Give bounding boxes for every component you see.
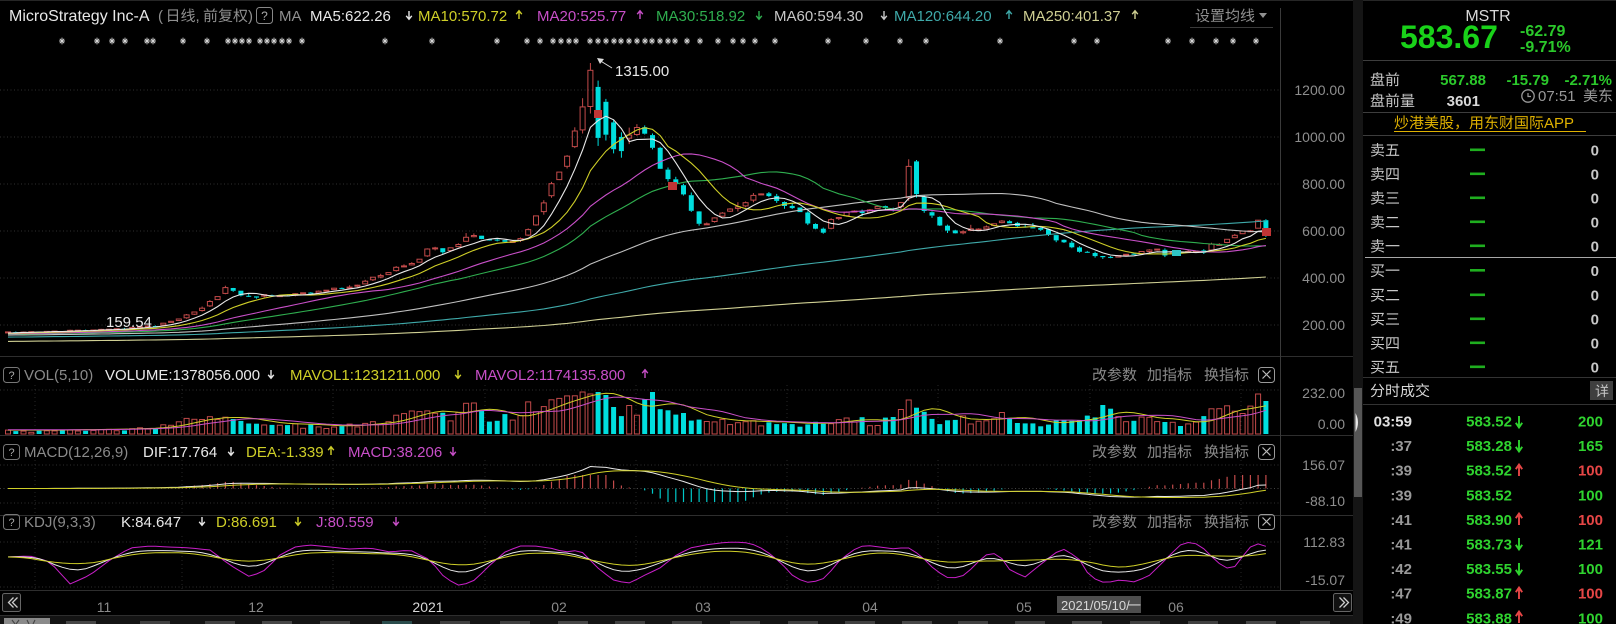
svg-text:-15.07: -15.07 (1305, 572, 1345, 588)
svg-text:0: 0 (1591, 288, 1599, 305)
svg-text:583.88: 583.88 (1466, 610, 1512, 624)
svg-text:583.87: 583.87 (1466, 586, 1512, 603)
svg-text:MA: MA (279, 8, 302, 25)
svg-text:2021: 2021 (412, 599, 443, 615)
svg-text:583.28: 583.28 (1466, 438, 1512, 455)
svg-text::41: :41 (1390, 537, 1412, 554)
svg-text:?: ? (8, 517, 14, 529)
svg-text:MSTR: MSTR (1465, 8, 1510, 25)
svg-text:0: 0 (1591, 360, 1599, 377)
svg-text:100: 100 (1578, 561, 1603, 578)
svg-text:): ) (248, 8, 253, 25)
svg-text:1315.00: 1315.00 (615, 63, 669, 80)
svg-text:100: 100 (1578, 586, 1603, 603)
svg-text:MAVOL1:1231211.000: MAVOL1:1231211.000 (290, 367, 440, 384)
svg-text:156.07: 156.07 (1302, 457, 1345, 473)
svg-text::41: :41 (1390, 512, 1412, 529)
svg-text:,: , (196, 8, 200, 25)
svg-text:11: 11 (97, 599, 112, 615)
svg-text::39: :39 (1390, 463, 1412, 480)
svg-text:-9.71%: -9.71% (1520, 39, 1571, 56)
svg-text:583.52: 583.52 (1466, 487, 1512, 504)
svg-text::37: :37 (1390, 438, 1412, 455)
svg-text:583.67: 583.67 (1400, 19, 1498, 55)
svg-text::42: :42 (1390, 561, 1412, 578)
svg-text:05: 05 (1016, 599, 1032, 615)
svg-text:400.00: 400.00 (1302, 270, 1345, 286)
svg-text:-15.79: -15.79 (1506, 72, 1549, 89)
svg-text:0: 0 (1591, 143, 1599, 160)
svg-text:2021/05/10/: 2021/05/10/ (1061, 598, 1130, 613)
svg-text:(: ( (158, 8, 163, 25)
svg-text:0: 0 (1591, 191, 1599, 208)
svg-text:100: 100 (1578, 610, 1603, 624)
svg-text:MA5:622.26: MA5:622.26 (310, 8, 391, 25)
svg-text:200.00: 200.00 (1302, 317, 1345, 333)
svg-text:0.00: 0.00 (1318, 416, 1345, 432)
svg-text:0: 0 (1591, 263, 1599, 280)
svg-text:567.88: 567.88 (1440, 72, 1486, 89)
svg-text:07:51: 07:51 (1538, 88, 1576, 105)
svg-text:06: 06 (1168, 599, 1184, 615)
svg-text:MA20:525.77: MA20:525.77 (537, 8, 626, 25)
svg-text:MicroStrategy Inc-A: MicroStrategy Inc-A (9, 8, 150, 25)
svg-text:02: 02 (551, 599, 567, 615)
svg-text:VOL(5,10): VOL(5,10) (24, 367, 93, 384)
svg-text:MA60:594.30: MA60:594.30 (774, 8, 863, 25)
svg-text:-62.79: -62.79 (1520, 23, 1565, 40)
svg-text::47: :47 (1390, 586, 1412, 603)
svg-text:12: 12 (248, 599, 264, 615)
svg-text:MA30:518.92: MA30:518.92 (656, 8, 745, 25)
svg-text:232.00: 232.00 (1302, 385, 1345, 401)
svg-text:-2.71%: -2.71% (1564, 72, 1612, 89)
svg-text:0: 0 (1591, 312, 1599, 329)
svg-text:03:59: 03:59 (1374, 414, 1412, 431)
svg-text:-88.10: -88.10 (1305, 493, 1345, 509)
svg-text:?: ? (8, 370, 14, 382)
svg-text:583.52: 583.52 (1466, 414, 1512, 431)
svg-text::39: :39 (1390, 487, 1412, 504)
svg-text:165: 165 (1578, 438, 1603, 455)
svg-text:3601: 3601 (1447, 93, 1480, 110)
svg-text:121: 121 (1578, 537, 1603, 554)
svg-text:1200.00: 1200.00 (1294, 82, 1345, 98)
svg-text:100: 100 (1578, 487, 1603, 504)
svg-text:100: 100 (1578, 463, 1603, 480)
svg-text:583.73: 583.73 (1466, 537, 1512, 554)
svg-text:MA250:401.37: MA250:401.37 (1023, 8, 1121, 25)
svg-text:03: 03 (695, 599, 711, 615)
svg-text:600.00: 600.00 (1302, 223, 1345, 239)
svg-text:0: 0 (1591, 336, 1599, 353)
svg-text:583.55: 583.55 (1466, 561, 1512, 578)
svg-text:100: 100 (1578, 512, 1603, 529)
svg-text:0: 0 (1591, 239, 1599, 256)
svg-text:J:80.559: J:80.559 (316, 514, 374, 531)
svg-text:200: 200 (1578, 414, 1603, 431)
svg-text:MA120:644.20: MA120:644.20 (894, 8, 992, 25)
svg-text:0: 0 (1591, 167, 1599, 184)
svg-text:KDJ(9,3,3): KDJ(9,3,3) (24, 514, 96, 531)
svg-text:APP: APP (1544, 115, 1574, 132)
svg-text:583.52: 583.52 (1466, 463, 1512, 480)
svg-text:1000.00: 1000.00 (1294, 129, 1345, 145)
svg-text:K:84.647: K:84.647 (121, 514, 181, 531)
svg-text:DIF:17.764: DIF:17.764 (143, 444, 217, 461)
svg-text:MA10:570.72: MA10:570.72 (418, 8, 507, 25)
svg-text:583.90: 583.90 (1466, 512, 1512, 529)
svg-text:?: ? (261, 9, 268, 23)
svg-text::49: :49 (1390, 610, 1412, 624)
svg-text:159.54: 159.54 (106, 314, 152, 331)
svg-text:?: ? (8, 447, 14, 459)
svg-text:MACD(12,26,9): MACD(12,26,9) (24, 444, 128, 461)
svg-text:MACD:38.206: MACD:38.206 (348, 444, 442, 461)
svg-text:D:86.691: D:86.691 (216, 514, 277, 531)
svg-text:04: 04 (862, 599, 878, 615)
svg-text:MAVOL2:1174135.800: MAVOL2:1174135.800 (475, 367, 625, 384)
svg-text:0: 0 (1591, 215, 1599, 232)
svg-text:800.00: 800.00 (1302, 176, 1345, 192)
svg-text:VOLUME:1378056.000: VOLUME:1378056.000 (105, 367, 260, 384)
svg-text:112.83: 112.83 (1303, 534, 1345, 550)
svg-text:DEA:-1.339: DEA:-1.339 (246, 444, 324, 461)
